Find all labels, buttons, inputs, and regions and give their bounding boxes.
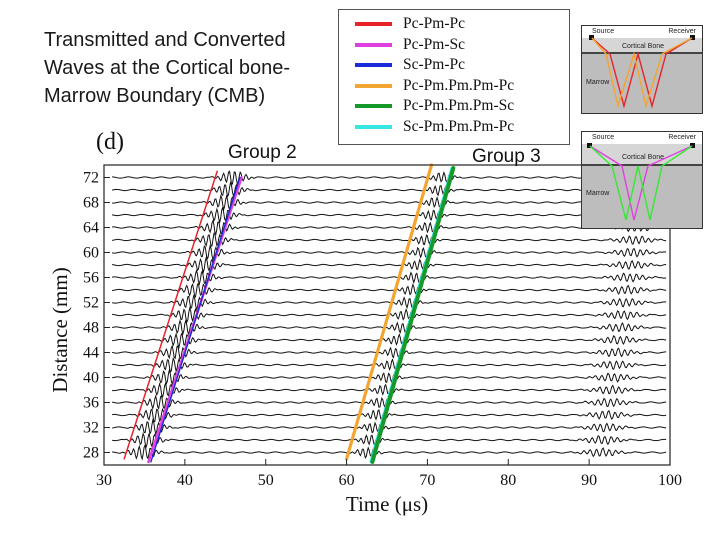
plot-frame (103, 164, 671, 466)
y-tick-label: 36 (83, 395, 99, 412)
waveform-trace (112, 170, 667, 186)
receiver-marker-icon (690, 143, 695, 148)
inset-receiver-label: Receiver (668, 28, 696, 35)
y-tick-label: 52 (83, 295, 99, 312)
legend-swatch (355, 42, 392, 47)
legend-swatch (355, 63, 392, 67)
x-axis-label: Time (μs) (346, 492, 428, 516)
x-tick-label: 60 (339, 472, 355, 489)
x-tick-label: 100 (658, 472, 682, 489)
waveform-trace (112, 181, 667, 198)
group3-annotation: Group 3 (472, 146, 541, 167)
legend-item: Pc-Pm.Pm.Pm-Pc (339, 76, 569, 97)
inset-bone-label: Cortical Bone (622, 154, 665, 161)
waveform-trace (112, 443, 667, 461)
waveform-trace (112, 432, 667, 450)
legend-label: Pc-Pm.Pm.Pm-Pc (403, 76, 515, 94)
inset-source-label: Source (592, 28, 615, 35)
waveform-trace (112, 418, 667, 436)
x-tick-label: 50 (258, 472, 274, 489)
legend-swatch (355, 104, 392, 108)
ray-path-inset-top: Source Receiver Cortical Bone Marrow (581, 25, 703, 114)
waveform-trace (112, 318, 667, 336)
ray-path-pc-pmpmpm-pc (591, 37, 693, 109)
ray-path-pc-pmpmpm-sc (589, 145, 693, 221)
x-tick-label: 30 (96, 472, 112, 489)
y-tick-label: 72 (83, 170, 99, 187)
legend-item: Pc-Pm-Sc (339, 35, 569, 56)
legend-label: Pc-Pm-Sc (403, 35, 465, 53)
legend-label: Sc-Pm.Pm.Pm-Pc (403, 117, 515, 135)
legend-item: Sc-Pm-Pc (339, 55, 569, 76)
inset-bone-label: Cortical Bone (622, 43, 665, 50)
waveform-trace (112, 368, 667, 386)
waveform-trace (112, 268, 667, 286)
y-tick-label: 40 (83, 370, 99, 387)
series-line-pc-pm-pm-pm-pc (345, 163, 434, 461)
ray-path-inset-bottom: Source Receiver Cortical Bone Marrow (581, 131, 703, 229)
y-tick-label: 60 (83, 245, 99, 262)
legend-swatch (355, 83, 392, 88)
series-line-pc-pm-pc (123, 170, 218, 460)
y-tick-label: 28 (83, 445, 99, 462)
y-tick-label: 64 (83, 220, 99, 237)
receiver-marker-icon (690, 35, 695, 40)
source-marker-icon (589, 35, 594, 40)
legend-swatch (355, 124, 392, 129)
legend-item: Pc-Pm-Pc (339, 14, 569, 35)
waveform-trace (112, 232, 667, 247)
legend-swatch (355, 22, 392, 26)
legend-item: Pc-Pm.Pm.Pm-Sc (339, 96, 569, 117)
slide-title: Transmitted and Converted Waves at the C… (44, 29, 291, 107)
x-tick-label: 40 (177, 472, 193, 489)
x-tick-label: 90 (581, 472, 597, 489)
waveform-trace (111, 344, 667, 360)
inset-marrow-label: Marrow (586, 190, 610, 197)
legend-label: Sc-Pm-Pc (403, 56, 465, 73)
series-line-sc-pm-pc (150, 176, 241, 463)
waveform-trace (112, 255, 667, 275)
legend-item: Sc-Pm.Pm.Pm-Pc (339, 117, 569, 138)
source-marker-icon (587, 143, 592, 148)
panel-label: (d) (96, 129, 124, 155)
legend-label: Pc-Pm.Pm.Pm-Sc (403, 97, 515, 114)
inset-source-label: Source (592, 134, 615, 141)
waveform-trace (112, 282, 667, 298)
y-tick-label: 48 (83, 320, 99, 337)
waveform-trace (112, 357, 667, 374)
waveform-trace (112, 194, 667, 212)
x-tick-label: 70 (419, 472, 435, 489)
ray-path-diagram (582, 143, 702, 228)
group2-annotation: Group 2 (228, 142, 297, 163)
series-line-pc-pm-pm-pm-sc (370, 166, 456, 464)
waveform-traces (111, 170, 667, 461)
inset-marrow-label: Marrow (586, 79, 610, 86)
ray-path-pc-pm-sc (589, 145, 693, 221)
x-tick-label: 80 (500, 472, 516, 489)
y-tick-label: 44 (83, 345, 99, 362)
tick-marks: 30 40 50 60 70 80 90 100 28 32 36 40 44 48 52 56 60 64 68 7… (83, 170, 682, 490)
chart-axes (103, 164, 671, 466)
waveform-trace (112, 407, 667, 423)
chart-legend: Pc-Pm-Pc Pc-Pm-Sc Sc-Pm-Pc Pc-Pm.Pm.Pm-P… (338, 9, 570, 145)
waveform-trace (112, 219, 667, 236)
y-tick-label: 56 (83, 270, 99, 287)
waveform-trace (112, 294, 667, 311)
ray-path-pc-pm-pc (591, 37, 693, 109)
y-axis-label: Distance (mm) (48, 267, 72, 392)
y-tick-label: 32 (83, 420, 99, 437)
y-tick-label: 68 (83, 195, 99, 212)
waveform-trace (112, 206, 667, 224)
legend-label: Pc-Pm-Pc (403, 15, 465, 32)
waveform-trace (112, 332, 667, 350)
ray-path-diagram (582, 35, 702, 113)
series-lines (123, 163, 456, 464)
waveform-trace (112, 244, 667, 262)
inset-receiver-label: Receiver (668, 134, 696, 141)
